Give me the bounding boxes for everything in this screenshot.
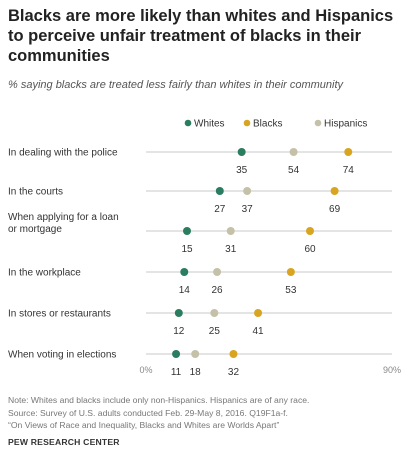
value-label-hispanics: 37	[242, 204, 254, 215]
dot-hispanics	[289, 148, 298, 156]
category-label-line2: or mortgage	[8, 224, 62, 235]
chart-subtitle: % saying blacks are treated less fairly …	[8, 79, 344, 91]
value-label-whites: 14	[179, 285, 191, 296]
value-label-blacks: 41	[253, 326, 265, 337]
dot-hispanics	[213, 268, 222, 276]
value-label-hispanics: 31	[225, 244, 237, 255]
publisher-brand: PEW RESEARCH CENTER	[8, 437, 120, 447]
note-line: Note: Whites and blacks include only non…	[8, 395, 310, 405]
legend-label-whites: Whites	[194, 119, 225, 130]
dot-blacks	[229, 350, 238, 358]
value-label-blacks: 69	[329, 204, 341, 215]
category-label: In the courts	[8, 187, 63, 198]
dot-hispanics	[191, 350, 200, 358]
value-label-whites: 15	[181, 244, 193, 255]
legend-label-hispanics: Hispanics	[324, 119, 367, 130]
x-tick-label-max: 90%	[383, 365, 401, 375]
value-label-hispanics: 18	[190, 367, 202, 378]
legend-marker-hispanics	[314, 119, 322, 127]
value-label-hispanics: 54	[288, 165, 300, 176]
dot-whites	[183, 227, 191, 235]
category-label: When applying for a loan	[8, 212, 119, 223]
dot-hispanics	[226, 227, 235, 235]
value-label-whites: 11	[171, 367, 182, 378]
value-label-hispanics: 25	[209, 326, 221, 337]
value-label-blacks: 60	[304, 244, 316, 255]
report-title-line: “On Views of Race and Inequality, Blacks…	[8, 420, 280, 430]
dot-whites	[237, 148, 246, 156]
dot-whites	[172, 350, 181, 358]
dot-blacks	[306, 227, 314, 235]
legend-marker-whites	[184, 119, 192, 127]
dot-whites	[180, 268, 189, 276]
value-label-hispanics: 26	[212, 285, 224, 296]
dot-hispanics	[210, 309, 219, 317]
dot-blacks	[344, 148, 353, 156]
category-label: In dealing with the police	[8, 148, 118, 159]
category-label: In stores or restaurants	[8, 309, 111, 320]
dot-whites	[174, 309, 183, 317]
dot-hispanics	[243, 187, 252, 195]
category-label: When voting in elections	[8, 350, 116, 361]
notes: Note: Whites and blacks include only non…	[8, 394, 412, 432]
chart-title: Blacks are more likely than whites and H…	[8, 7, 394, 65]
legend-label-blacks: Blacks	[253, 119, 282, 130]
value-label-whites: 35	[236, 165, 248, 176]
value-label-whites: 12	[173, 326, 185, 337]
dot-whites	[215, 187, 224, 195]
value-label-whites: 27	[214, 204, 226, 215]
legend-marker-blacks	[243, 119, 251, 127]
dot-blacks	[286, 268, 295, 276]
dot-blacks	[254, 309, 263, 317]
category-label: In the workplace	[8, 268, 81, 279]
source-line: Source: Survey of U.S. adults conducted …	[8, 407, 288, 418]
x-tick-label-min: 0%	[139, 365, 152, 375]
value-label-blacks: 32	[228, 367, 240, 378]
dot-blacks	[330, 187, 339, 195]
value-label-blacks: 74	[343, 165, 355, 176]
value-label-blacks: 53	[285, 285, 297, 296]
